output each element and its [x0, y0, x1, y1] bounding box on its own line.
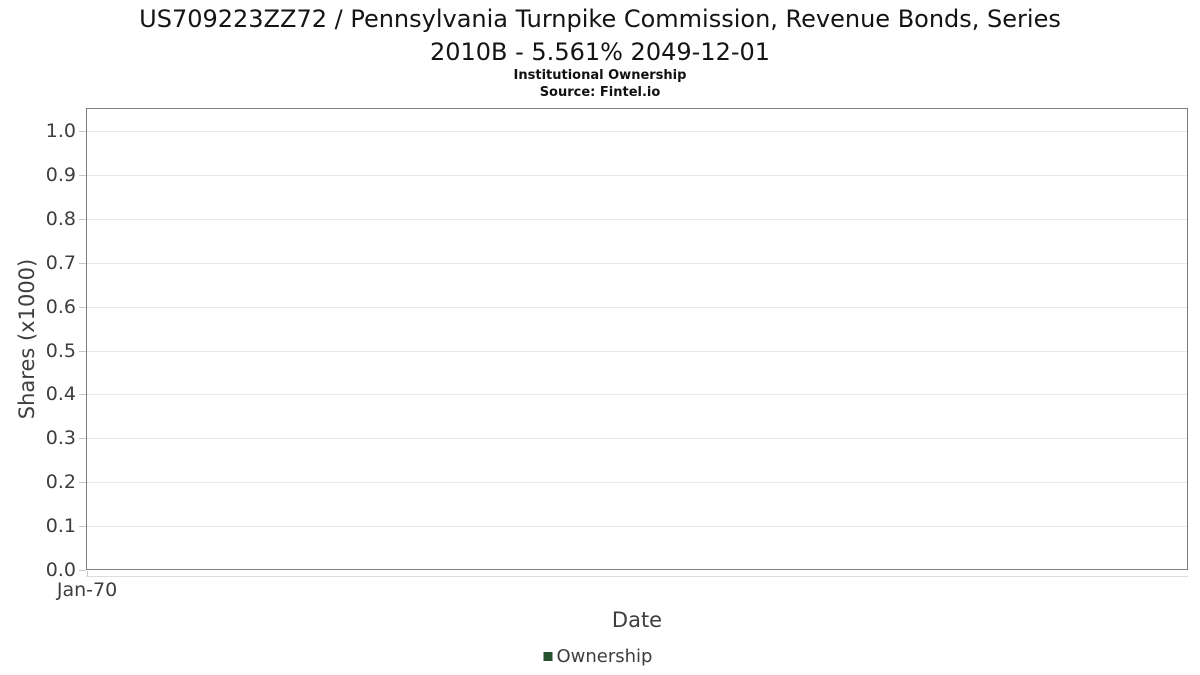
chart-title-line-2: 2010B - 5.561% 2049-12-01 — [429, 38, 771, 66]
y-tick-mark — [79, 482, 86, 483]
x-tick-label: Jan-70 — [56, 579, 118, 601]
gridline — [87, 438, 1187, 439]
y-tick-label: 0.5 — [45, 340, 76, 362]
y-tick-mark — [79, 394, 86, 395]
y-tick-label: 0.7 — [45, 252, 76, 274]
gridline — [87, 526, 1187, 527]
chart-title: US709223ZZ72 / Pennsylvania Turnpike Com… — [0, 3, 1200, 69]
chart-source: Source: Fintel.io — [539, 85, 661, 100]
y-tick-label: 0.2 — [45, 471, 76, 493]
y-tick-label: 0.8 — [45, 208, 76, 230]
chart-title-line-1: US709223ZZ72 / Pennsylvania Turnpike Com… — [139, 5, 1061, 33]
y-axis-title: Shares (x1000) — [15, 258, 39, 420]
y-tick-mark — [79, 526, 86, 527]
y-tick-mark — [79, 307, 86, 308]
y-tick-mark — [79, 570, 86, 571]
gridline — [87, 263, 1187, 264]
y-tick-label: 0.9 — [45, 164, 76, 186]
y-tick-label: 0.6 — [45, 296, 76, 318]
y-tick-mark — [79, 175, 86, 176]
y-tick-label: 1.0 — [45, 120, 76, 142]
legend-marker-square-icon — [543, 652, 553, 661]
y-tick-mark — [79, 263, 86, 264]
gridline — [87, 131, 1187, 132]
x-axis-line — [86, 576, 1188, 577]
y-tick-mark — [79, 219, 86, 220]
gridline — [87, 482, 1187, 483]
y-tick-label: 0.0 — [45, 559, 76, 581]
x-axis-title: Date — [611, 608, 663, 632]
gridline — [87, 175, 1187, 176]
y-tick-mark — [79, 438, 86, 439]
gridline — [87, 394, 1187, 395]
x-tick-mark — [87, 571, 88, 576]
gridline — [87, 351, 1187, 352]
legend-label: Ownership — [556, 646, 653, 667]
plot-area — [86, 108, 1188, 570]
chart-subtitle: Institutional Ownership — [513, 68, 687, 83]
y-tick-mark — [79, 351, 86, 352]
y-tick-label: 0.4 — [45, 383, 76, 405]
gridline — [87, 219, 1187, 220]
y-tick-label: 0.1 — [45, 515, 76, 537]
gridline — [87, 307, 1187, 308]
legend: Ownership — [543, 646, 653, 667]
y-tick-mark — [79, 131, 86, 132]
y-tick-label: 0.3 — [45, 427, 76, 449]
